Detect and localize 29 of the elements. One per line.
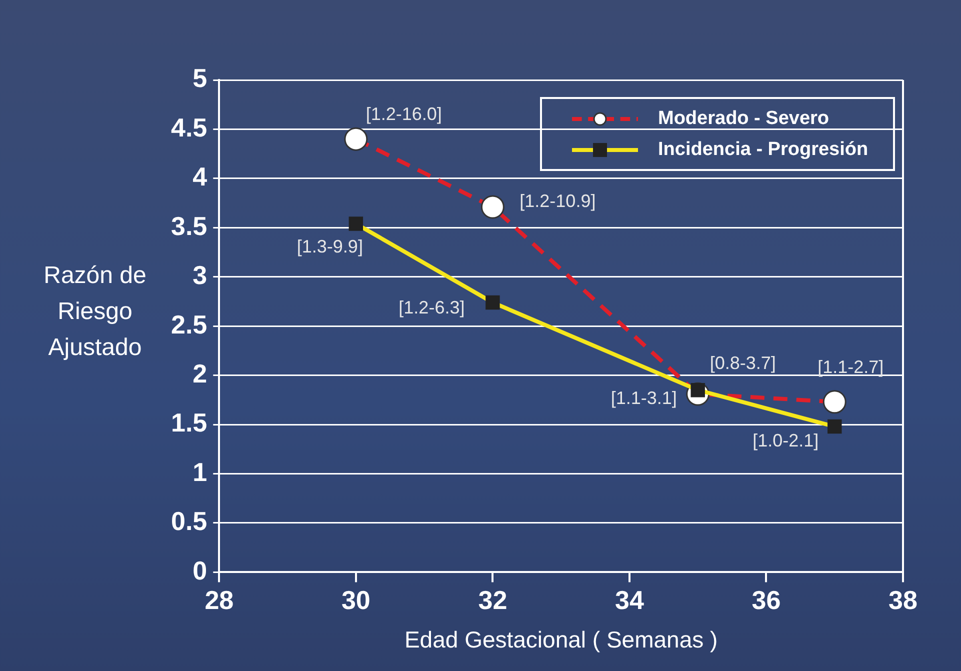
annotation: [1.2-6.3] [398,297,465,318]
y-tick-label: 4.5 [170,112,208,142]
x-tick-label: 34 [614,584,644,615]
y-tick-label: 3 [192,260,208,290]
y-tick-label: 4 [192,162,208,192]
x-tick-label: 30 [341,584,370,615]
x-tick-label: 28 [204,584,234,615]
legend-label: Incidencia - Progresión [658,138,868,160]
x-axis-title: Edad Gestacional ( Semanas ) [404,626,718,653]
y-tick-label: 2 [192,358,208,388]
y-axis-title: Razón de Riesgo Ajustado [42,261,148,363]
annotation: [1.0-2.1] [752,430,819,450]
x-tick-label: 32 [478,584,508,615]
y-tick-label: 0 [192,555,208,586]
y-tick-label: 2.5 [170,309,208,340]
annotation: [1.1-2.7] [818,356,884,377]
y-tick-label: 0.5 [170,506,208,536]
annotation: [0.8-3.7] [710,352,776,373]
x-tick-label: 36 [752,584,781,615]
annotation: [1.2-16.0] [366,104,442,124]
y-tick-label: 5 [192,63,208,94]
y-tick-label: 1 [192,456,208,487]
legend-label: Moderado - Severo [658,108,830,130]
y-tick-label: 3.5 [170,210,208,241]
annotation: [1.2-10.9] [520,190,596,211]
annotation: [1.1-3.1] [610,388,677,408]
annotation: [1.3-9.9] [296,236,363,257]
x-tick-label: 38 [888,584,918,615]
y-tick-label: 1.5 [170,408,208,438]
